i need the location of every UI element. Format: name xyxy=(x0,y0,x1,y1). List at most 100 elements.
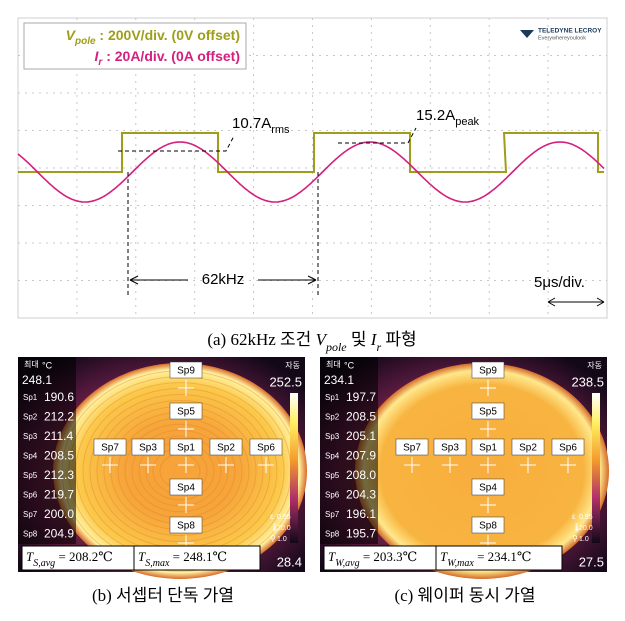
spot-name: Sp4 xyxy=(325,452,340,461)
spot-tag-label: Sp9 xyxy=(479,366,497,377)
rms-label-part: rms xyxy=(271,124,290,136)
spot-tag-label: Sp5 xyxy=(479,407,497,418)
spot-cross xyxy=(480,497,496,513)
spot-cross xyxy=(442,457,458,473)
legend-box xyxy=(23,22,247,70)
spot-value: 190.6 xyxy=(44,390,74,404)
legend-entry-part: V xyxy=(66,27,77,43)
caption-part: V xyxy=(316,330,329,349)
spot-tag xyxy=(511,438,545,456)
legend-entry-part: I xyxy=(95,48,100,64)
scale-max: 238.5 xyxy=(571,374,604,389)
spot-cross xyxy=(404,457,420,473)
caption-part: r xyxy=(376,340,381,354)
caption-part: I xyxy=(370,330,378,349)
caption: (a) 62kHz 조건 Vpole 및 Ir 파형 xyxy=(207,330,416,354)
spot-tag-label: Sp2 xyxy=(519,443,537,454)
spot-cross xyxy=(520,457,536,473)
spot-cross xyxy=(178,380,194,396)
param-value: 1.0 xyxy=(579,536,589,543)
legend-entry-part: : 20A/div. (0A offset) xyxy=(102,48,240,64)
formula-peak-part: W,max xyxy=(447,558,474,569)
caption: (c) 웨이퍼 동시 가열 xyxy=(394,586,535,605)
formula-avg-part: W,avg xyxy=(335,558,359,569)
logo-tagline: Everywhereyoulook xyxy=(538,35,586,41)
spot-tag xyxy=(93,438,127,456)
legend-entry: Ir : 20A/div. (0A offset) xyxy=(95,48,240,68)
spot-name: Sp1 xyxy=(23,393,38,402)
spot-value: 205.1 xyxy=(346,429,376,443)
spot-name: Sp3 xyxy=(325,432,340,441)
coil-ring xyxy=(138,435,222,507)
spot-tag xyxy=(471,402,505,420)
spot-cross xyxy=(178,421,194,437)
coil-ring xyxy=(131,429,229,513)
spot-value: 212.3 xyxy=(44,468,74,482)
legend-entry-part: : 200V/div. (0V offset) xyxy=(96,27,240,43)
peak-label: 15.2Apeak xyxy=(416,107,480,128)
spot-name: Sp8 xyxy=(325,530,340,539)
formula-avg-part: T xyxy=(26,549,34,564)
spot-tag xyxy=(471,361,505,379)
heated-disc xyxy=(355,363,609,579)
spot-tag-label: Sp9 xyxy=(177,366,195,377)
spot-tag xyxy=(471,516,505,534)
scale-min: 28.4 xyxy=(277,554,302,569)
frequency-label: 62kHz xyxy=(202,271,245,288)
spot-cross xyxy=(480,421,496,437)
rms-leader xyxy=(118,135,235,152)
max-label: 최대 xyxy=(326,359,341,369)
spot-value: 207.9 xyxy=(346,449,376,463)
heated-disc xyxy=(53,363,307,579)
logo-mark xyxy=(520,30,534,38)
spot-name: Sp1 xyxy=(325,393,340,402)
formula-box xyxy=(21,545,135,571)
spot-name: Sp6 xyxy=(325,491,340,500)
div-arrow xyxy=(547,297,605,307)
spot-tag xyxy=(131,438,165,456)
color-scale xyxy=(592,393,600,543)
formula-peak-part: T xyxy=(138,549,146,564)
spot-tag-label: Sp4 xyxy=(479,483,497,494)
formula-peak-part: = 248.1℃ xyxy=(169,549,227,564)
max-value: 234.1 xyxy=(324,373,354,387)
param-value: 20.0 xyxy=(277,525,291,532)
spot-cross xyxy=(218,457,234,473)
vpole-trace xyxy=(18,132,604,173)
spot-tag xyxy=(471,478,505,496)
max-label: 최대 xyxy=(24,359,39,369)
spot-panel xyxy=(18,357,76,544)
spot-value: 208.5 xyxy=(346,410,376,424)
spot-cross xyxy=(102,457,118,473)
coil-ring xyxy=(96,399,264,543)
param-value: 0.95 xyxy=(277,514,291,521)
formula-peak: TS,max = 248.1℃ xyxy=(138,549,227,569)
spot-cross xyxy=(258,457,274,473)
formula-box xyxy=(133,545,261,571)
formula-avg: TS,avg = 208.2℃ xyxy=(26,549,113,569)
mode-label: 자동 xyxy=(285,361,300,370)
spot-tag-label: Sp6 xyxy=(559,443,577,454)
spot-cross xyxy=(178,497,194,513)
spot-tag xyxy=(209,438,243,456)
spot-name: Sp5 xyxy=(23,471,38,480)
spot-cross xyxy=(480,457,496,473)
rms-label-part: 10.7A xyxy=(232,115,271,132)
formula-peak: TW,max = 234.1℃ xyxy=(440,549,531,569)
spot-value: 204.3 xyxy=(346,488,376,502)
spot-value: 196.1 xyxy=(346,507,376,521)
formula-peak-part: S,max xyxy=(145,558,170,569)
spot-name: Sp5 xyxy=(325,471,340,480)
spot-tag-label: Sp7 xyxy=(101,443,119,454)
caption-part: pole xyxy=(325,340,347,354)
logo-brand: TELEDYNE LECROY xyxy=(538,28,602,35)
mode-label: 자동 xyxy=(587,361,602,370)
spot-tag-label: Sp6 xyxy=(257,443,275,454)
spot-cross xyxy=(480,380,496,396)
spot-tag-label: Sp3 xyxy=(441,443,459,454)
spot-tag xyxy=(471,438,505,456)
legend-entry-part: pole xyxy=(74,36,96,47)
caption-part: (a) 62kHz 조건 xyxy=(207,330,315,349)
spot-tag-label: Sp5 xyxy=(177,407,195,418)
